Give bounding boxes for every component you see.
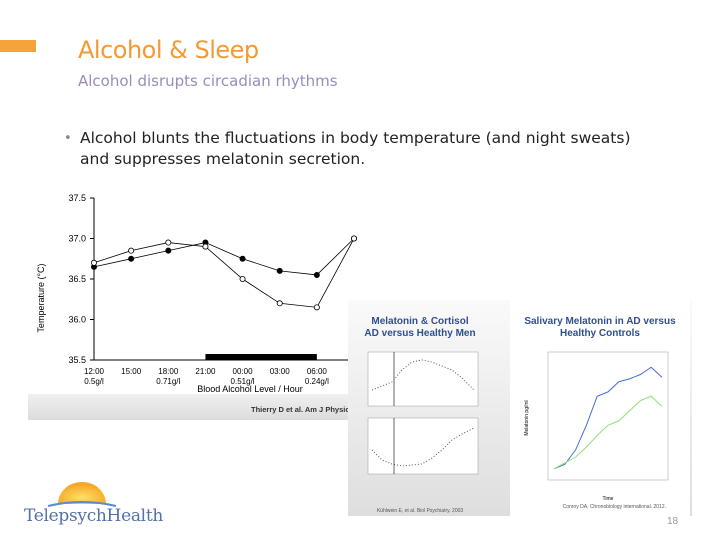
melatonin-panel-svg: Melatonin & Cortisol AD versus Healthy M… [364, 300, 690, 516]
y-tick-label: 37.0 [68, 234, 86, 244]
chart3-title-line1: Salivary Melatonin in AD versus [524, 316, 676, 327]
x-axis-label: Blood Alcohol Level / Hour [197, 384, 303, 394]
chart2-title-line1: Melatonin & Cortisol [371, 316, 468, 327]
bullet-point: • Alcohol blunts the fluctuations in bod… [64, 128, 664, 170]
y-axis-label: Temperature (°C) [36, 263, 46, 332]
temp-point [276, 300, 283, 307]
bal-tick-label: 0.5g/l [84, 377, 104, 386]
chart3-citation: Conroy DA, Chronobiology international. … [563, 504, 666, 510]
telepsych-logo-icon [47, 482, 117, 507]
x-tick-label: 18:00 [158, 367, 179, 376]
temp-series-line [93, 238, 355, 308]
melatonin-series-line [553, 395, 663, 470]
temperature-chart-svg: 37.5 37.0 36.5 36.0 35.5 12:00 15:00 18:00 21:00… [36, 193, 357, 394]
chart2-title-line2: AD versus Healthy Men [364, 328, 475, 339]
temp-series-line [93, 238, 355, 276]
salivary-melatonin-chart: Salivary Melatonin in AD versus Healthy … [510, 300, 690, 516]
temp-point [165, 247, 172, 254]
temp-point [313, 271, 320, 278]
citation-temperature: Thierry D et al. Am J Physiol [250, 405, 352, 414]
temperature-chart: 37.5 37.0 36.5 36.0 35.5 12:00 15:00 18:00 21:00… [28, 176, 358, 420]
page-number: 18 [667, 516, 679, 527]
melatonin-cortisol-plot-b [367, 417, 479, 475]
logo-text: TelepsychHealth [24, 506, 163, 526]
x-tick-label: 06:00 [307, 367, 328, 376]
temp-point [202, 243, 209, 250]
temp-point [313, 304, 320, 311]
night-bar [205, 354, 317, 360]
bullet-dot-icon: • [64, 131, 72, 146]
melatonin-cortisol-plot-a [367, 351, 479, 407]
temp-point [91, 259, 98, 266]
bullet-text: Alcohol blunts the fluctuations in body … [80, 129, 631, 168]
chart2-citation: Kühlwein E, et al. Biol Psychiatry. 2003 [377, 508, 464, 514]
slide-title: Alcohol & Sleep [78, 36, 259, 64]
x-tick-label: 03:00 [270, 367, 291, 376]
melatonin-panel: Melatonin & Cortisol AD versus Healthy M… [348, 300, 692, 516]
temp-point [128, 255, 135, 262]
temp-point [239, 276, 246, 283]
x-tick-label: 15:00 [121, 367, 142, 376]
y-tick-label: 37.5 [68, 193, 86, 203]
y-tick-label: 35.5 [68, 355, 86, 365]
y-tick-label: 36.0 [68, 315, 86, 325]
bal-tick-label: 0.51g/l [231, 377, 255, 386]
temp-point [239, 255, 246, 262]
x-tick-label: 12:00 [84, 367, 105, 376]
bal-tick-label: 0.71g/l [156, 377, 180, 386]
chart3-y-label: Melatonin pg/ml [524, 400, 530, 435]
accent-bar [0, 40, 36, 52]
chart-footer [28, 394, 358, 420]
melatonin-series-line [553, 366, 663, 470]
x-tick-label: 21:00 [195, 367, 216, 376]
chart3-x-label: Time [603, 496, 614, 502]
temp-point [165, 239, 172, 246]
chart3-title-line2: Healthy Controls [560, 328, 640, 339]
bal-tick-label: 0.24g/l [305, 377, 329, 386]
y-tick-label: 36.5 [68, 274, 86, 284]
temp-point [276, 267, 283, 274]
temp-point [350, 235, 357, 242]
slide-subtitle: Alcohol disrupts circadian rhythms [78, 72, 338, 90]
temp-point [128, 247, 135, 254]
x-tick-label: 00:00 [233, 367, 254, 376]
